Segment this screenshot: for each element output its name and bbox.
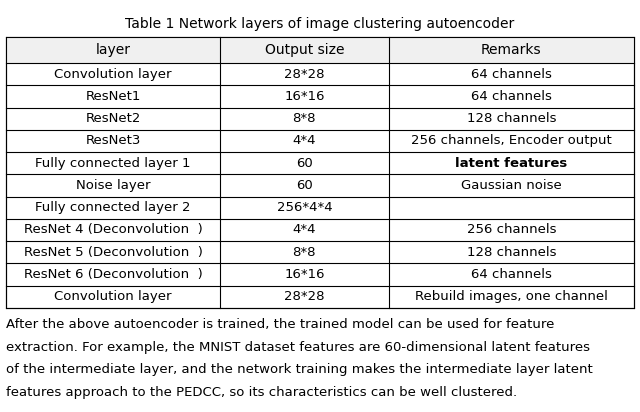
Text: ResNet3: ResNet3 — [85, 134, 141, 147]
Text: After the above autoencoder is trained, the trained model can be used for featur: After the above autoencoder is trained, … — [6, 318, 555, 331]
Text: Fully connected layer 2: Fully connected layer 2 — [35, 201, 191, 214]
Text: 60: 60 — [296, 157, 313, 170]
Text: 64 channels: 64 channels — [471, 68, 552, 81]
Text: 128 channels: 128 channels — [467, 246, 556, 259]
Text: ResNet 5 (Deconvolution  ): ResNet 5 (Deconvolution ) — [24, 246, 202, 259]
Text: latent features: latent features — [455, 157, 568, 170]
Text: ResNet 6 (Deconvolution  ): ResNet 6 (Deconvolution ) — [24, 268, 202, 281]
Text: 64 channels: 64 channels — [471, 90, 552, 103]
Text: 256 channels: 256 channels — [467, 223, 556, 236]
Bar — [220, 37, 389, 63]
Text: 8*8: 8*8 — [292, 246, 316, 259]
Bar — [389, 37, 634, 63]
Text: Noise layer: Noise layer — [76, 179, 150, 192]
Text: Convolution layer: Convolution layer — [54, 68, 172, 81]
Text: Output size: Output size — [264, 43, 344, 57]
Text: 28*28: 28*28 — [284, 68, 324, 81]
Text: ResNet2: ResNet2 — [85, 112, 141, 125]
Text: 256 channels, Encoder output: 256 channels, Encoder output — [411, 134, 612, 147]
Text: 28*28: 28*28 — [284, 290, 324, 303]
Text: extraction. For example, the MNIST dataset features are 60-dimensional latent fe: extraction. For example, the MNIST datas… — [6, 341, 590, 354]
Text: Fully connected layer 1: Fully connected layer 1 — [35, 157, 191, 170]
Text: Convolution layer: Convolution layer — [54, 290, 172, 303]
Text: Gaussian noise: Gaussian noise — [461, 179, 562, 192]
Text: 16*16: 16*16 — [284, 90, 324, 103]
Text: 4*4: 4*4 — [292, 134, 316, 147]
Text: features approach to the PEDCC, so its characteristics can be well clustered.: features approach to the PEDCC, so its c… — [6, 386, 518, 399]
Text: Rebuild images, one channel: Rebuild images, one channel — [415, 290, 608, 303]
Bar — [6, 37, 220, 63]
Text: 60: 60 — [296, 179, 313, 192]
Text: 256*4*4: 256*4*4 — [276, 201, 332, 214]
Text: 4*4: 4*4 — [292, 223, 316, 236]
Text: 64 channels: 64 channels — [471, 268, 552, 281]
Text: Table 1 Network layers of image clustering autoencoder: Table 1 Network layers of image clusteri… — [125, 17, 515, 30]
Text: Remarks: Remarks — [481, 43, 541, 57]
Text: layer: layer — [95, 43, 131, 57]
Text: ResNet 4 (Deconvolution  ): ResNet 4 (Deconvolution ) — [24, 223, 202, 236]
Text: 128 channels: 128 channels — [467, 112, 556, 125]
Text: ResNet1: ResNet1 — [85, 90, 141, 103]
Text: of the intermediate layer, and the network training makes the intermediate layer: of the intermediate layer, and the netwo… — [6, 363, 593, 377]
Bar — [6, 37, 634, 308]
Text: 8*8: 8*8 — [292, 112, 316, 125]
Text: 16*16: 16*16 — [284, 268, 324, 281]
